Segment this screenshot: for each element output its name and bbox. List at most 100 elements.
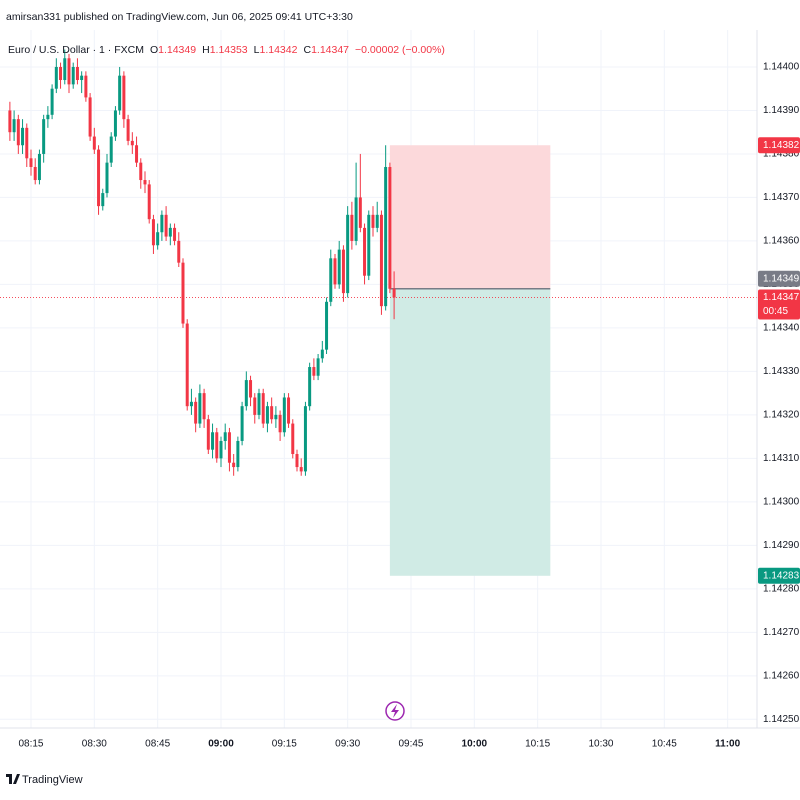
price-badge: 1.14283	[758, 567, 800, 584]
candle-body	[16, 119, 20, 146]
candle-body	[21, 127, 25, 146]
candle-body	[244, 380, 248, 407]
plot-area	[0, 30, 757, 728]
y-tick-label: 1.14330	[763, 366, 800, 377]
legend-ohlc-value: 1.14353	[210, 44, 248, 56]
candle-body	[295, 454, 299, 468]
candle-body	[189, 401, 193, 407]
y-tick-label: 1.14260	[763, 670, 800, 681]
candle-body	[303, 406, 307, 472]
candle-body	[198, 393, 202, 424]
price-badge: 1.14347 00:45	[758, 289, 800, 320]
x-tick-label: 10:45	[652, 739, 677, 750]
price-badge: 1.14382	[758, 137, 800, 154]
x-tick-label: 09:15	[272, 739, 297, 750]
price-badge: 1.14349	[758, 270, 800, 287]
legend-ohlc-key: C	[303, 44, 311, 56]
y-tick-label: 1.14370	[763, 192, 800, 203]
candle-body	[392, 288, 396, 298]
candle-body	[46, 114, 50, 120]
price-badge-bg	[758, 567, 800, 584]
candle-body	[388, 166, 392, 289]
candle-body	[84, 75, 88, 98]
candle-body	[135, 145, 139, 163]
price-badge-label: 1.14349	[763, 273, 800, 284]
candle-body	[63, 58, 67, 81]
y-tick-label: 1.14310	[763, 453, 800, 464]
candle-body	[177, 240, 181, 263]
candle-body	[113, 110, 117, 137]
candle-body	[329, 258, 333, 302]
candle-body	[202, 393, 206, 420]
candle-body	[139, 162, 143, 181]
price-badge-label: 1.14347	[763, 292, 800, 303]
candle-body	[291, 423, 295, 455]
candle-body	[168, 227, 172, 237]
x-tick-label: 09:00	[208, 739, 234, 750]
y-tick-label: 1.14340	[763, 323, 800, 334]
x-tick-label: 11:00	[715, 739, 740, 750]
candle-body	[308, 367, 312, 407]
candle-body	[194, 401, 198, 424]
x-tick-label: 10:30	[588, 739, 613, 750]
candle-body	[215, 432, 219, 459]
price-badge-bg	[758, 270, 800, 287]
target-zone	[389, 288, 551, 576]
footer-logo	[6, 774, 20, 784]
candle-body	[325, 301, 329, 350]
stop-zone	[389, 145, 551, 289]
x-tick-label: 10:00	[462, 739, 488, 750]
candle-body	[37, 153, 41, 181]
candle-body	[122, 75, 126, 120]
candle-body	[75, 66, 79, 81]
candle-body	[118, 75, 122, 111]
candle-body	[71, 66, 75, 85]
y-tick-label: 1.14320	[763, 410, 800, 421]
y-tick-label: 1.14270	[763, 627, 800, 638]
candle-body	[92, 136, 96, 150]
legend-ohlc-value: 1.14349	[158, 44, 196, 56]
candle-body	[211, 432, 215, 450]
candle-body	[274, 414, 278, 420]
legend-symbol: Euro / U.S. Dollar · 1 · FXCM	[8, 44, 144, 56]
price-badge-label: 1.14283	[763, 570, 800, 581]
candle-body	[8, 110, 12, 133]
candle-body	[278, 414, 282, 433]
candle-body	[219, 440, 223, 459]
candle-body	[12, 119, 16, 133]
candle-body	[25, 127, 29, 159]
candle-body	[156, 232, 160, 246]
x-tick-label: 08:45	[145, 739, 170, 750]
candle-body	[143, 180, 147, 185]
legend-ohlc-key: L	[254, 44, 260, 56]
candle-body	[287, 397, 291, 424]
candle-body	[206, 419, 210, 450]
y-tick-label: 1.14380	[763, 149, 800, 160]
legend: Euro / U.S. Dollar · 1 · FXCM O1.14349 H1.…	[8, 44, 445, 56]
candle-body	[130, 140, 134, 146]
y-tick-label: 1.14360	[763, 236, 800, 247]
candle-body	[384, 166, 388, 307]
candle-body	[101, 193, 105, 207]
legend-ohlc-value: 1.14347	[311, 44, 349, 56]
x-tick-label: 08:30	[82, 739, 107, 750]
candle-body	[173, 227, 177, 241]
y-tick-label: 1.14300	[763, 496, 800, 507]
candle-body	[105, 162, 109, 194]
legend-change: −0.00002 (−0.00%)	[355, 44, 445, 56]
alert-icon	[385, 701, 405, 721]
x-tick-label: 08:15	[18, 739, 43, 750]
legend-ohlc-key: O	[150, 44, 158, 56]
candle-body	[33, 166, 37, 181]
candle-body	[109, 136, 113, 163]
candle-body	[223, 432, 227, 441]
candle-body	[50, 88, 54, 115]
candle-body	[236, 440, 240, 468]
candle-body	[316, 358, 320, 376]
y-tick-label: 1.14290	[763, 540, 800, 551]
candle-body	[181, 262, 185, 324]
candle-body	[265, 406, 269, 424]
candle-body	[151, 219, 155, 246]
